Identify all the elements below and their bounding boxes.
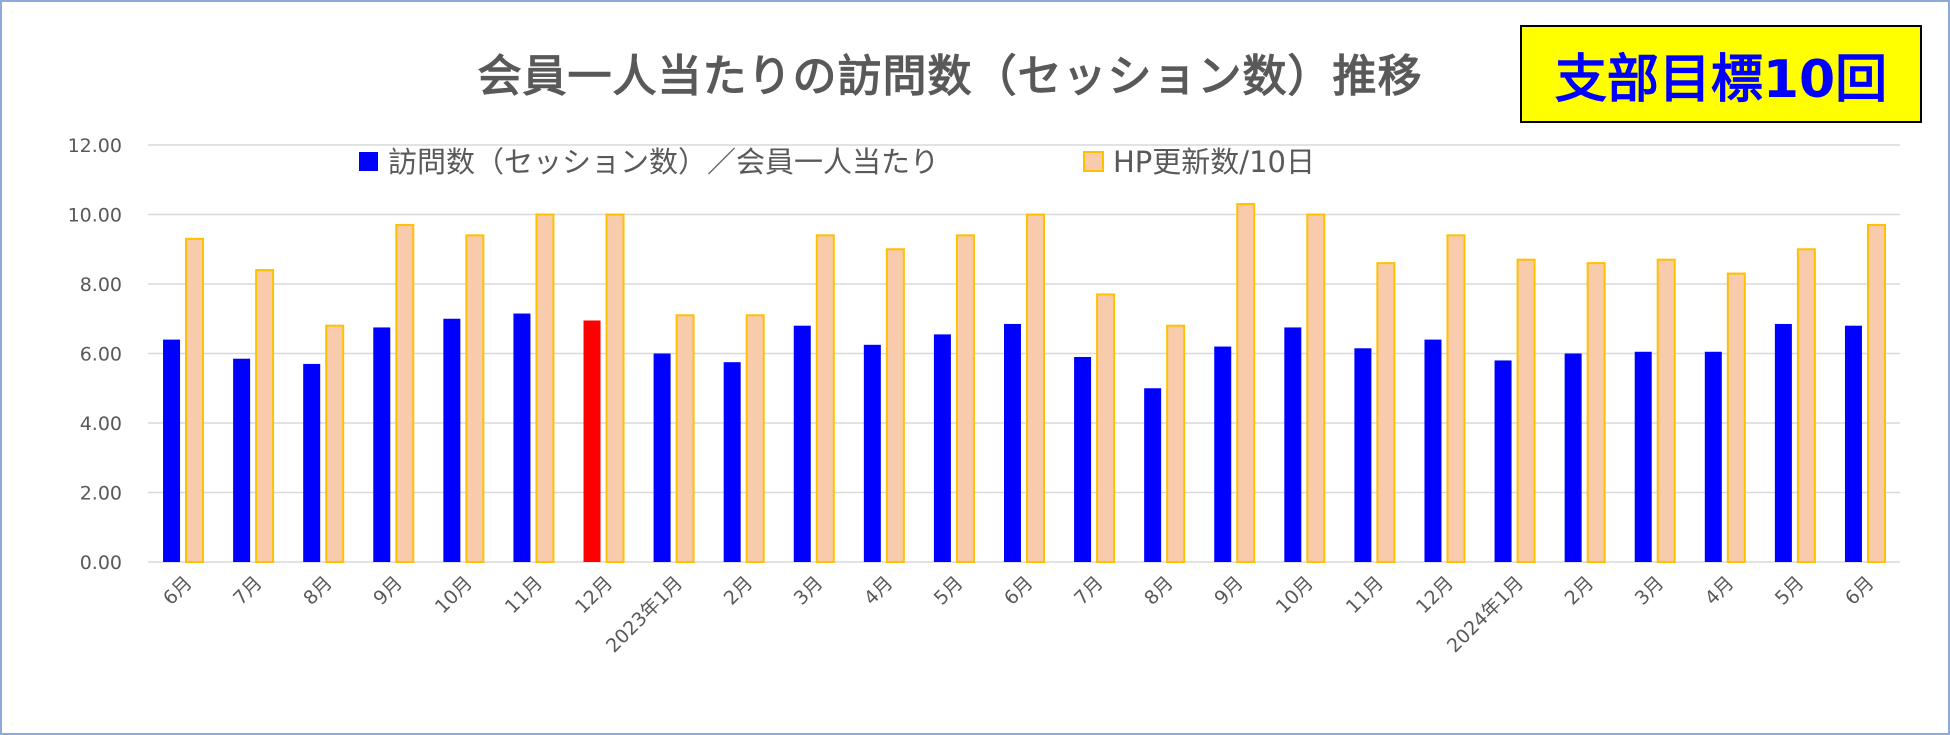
bar-hp-updates xyxy=(185,237,205,563)
bar-visits xyxy=(163,339,181,562)
x-tick-label: 4月 xyxy=(1701,572,1739,610)
x-tick-label: 6月 xyxy=(159,572,197,610)
x-tick-label: 7月 xyxy=(229,572,267,610)
x-tick-label: 6月 xyxy=(1841,572,1879,610)
bar-hp-updates xyxy=(885,248,905,563)
y-tick-label: 2.00 xyxy=(80,483,122,505)
bar-visits xyxy=(233,358,251,562)
x-tick-label: 5月 xyxy=(930,572,968,610)
chart-title: 会員一人当たりの訪問数（セッション数）推移 xyxy=(477,51,1423,102)
bar-visits xyxy=(1004,323,1021,562)
bar-visits xyxy=(1564,353,1582,562)
bar-visits xyxy=(1074,356,1092,562)
bar-hp-updates xyxy=(325,324,345,564)
legend-label-visits: 訪問数（セッション数）／会員一人当たり xyxy=(388,145,939,179)
bar-visits xyxy=(863,344,881,562)
x-tick-label: 6月 xyxy=(1000,572,1038,610)
bar-hp-updates xyxy=(395,223,415,564)
legend-label-hp: HP更新数/10日 xyxy=(1113,145,1315,179)
bar-hp-updates xyxy=(255,269,275,563)
x-tick-label: 3月 xyxy=(790,572,828,610)
y-tick-label: 0.00 xyxy=(80,552,122,574)
x-tick-label: 12月 xyxy=(571,572,617,618)
bar-visits xyxy=(1144,388,1162,562)
bar-visits xyxy=(373,327,391,562)
bar-visits xyxy=(513,313,531,562)
bar-visits xyxy=(1634,351,1652,562)
x-tick-label: 3月 xyxy=(1631,572,1669,610)
bar-visits xyxy=(1284,327,1302,562)
y-tick-label: 10.00 xyxy=(68,205,122,227)
bar-visits xyxy=(723,362,741,562)
bar-hp-updates xyxy=(675,314,695,563)
x-tick-label: 2月 xyxy=(720,572,758,610)
bar-visits xyxy=(443,318,461,562)
legend-swatch-visits xyxy=(359,152,378,171)
bar-visits xyxy=(1774,323,1792,562)
x-tick-label: 2024年1月 xyxy=(1443,572,1528,657)
bar-hp-updates xyxy=(815,234,835,563)
bar-visits xyxy=(793,325,811,562)
y-tick-label: 4.00 xyxy=(80,413,122,435)
x-tick-label: 7月 xyxy=(1070,572,1108,610)
x-tick-label: 10月 xyxy=(431,572,477,618)
bar-hp-updates xyxy=(1306,213,1326,563)
bar-hp-updates xyxy=(1236,203,1256,563)
bar-visits xyxy=(933,334,951,562)
bar-hp-updates xyxy=(1656,258,1676,563)
x-tick-label: 11月 xyxy=(501,572,547,618)
bar-hp-updates xyxy=(1376,262,1396,563)
x-tick-label: 8月 xyxy=(299,572,337,610)
legend-swatch-hp xyxy=(1083,151,1104,172)
bar-hp-updates xyxy=(465,234,485,563)
bar-hp-updates xyxy=(605,213,625,563)
x-tick-label: 9月 xyxy=(1210,572,1248,610)
x-tick-label: 12月 xyxy=(1412,572,1458,618)
x-tick-label: 8月 xyxy=(1140,572,1178,610)
x-tick-label: 4月 xyxy=(860,572,898,610)
x-tick-label: 2月 xyxy=(1561,572,1599,610)
bar-hp-updates xyxy=(1096,293,1116,563)
bar-hp-updates xyxy=(1516,258,1536,563)
bar-visits xyxy=(653,353,671,562)
bar-hp-updates xyxy=(1446,234,1466,563)
y-tick-label: 8.00 xyxy=(80,274,122,296)
bar-hp-updates xyxy=(1026,213,1045,563)
bar-visits xyxy=(1494,360,1512,562)
bar-visits xyxy=(1354,348,1372,562)
bar-visits xyxy=(1424,339,1442,562)
bar-hp-updates xyxy=(1586,262,1606,563)
x-tick-label: 11月 xyxy=(1342,572,1388,618)
bar-visits xyxy=(303,363,321,562)
bar-visits xyxy=(1704,351,1722,562)
bar-visits xyxy=(1844,325,1862,562)
x-tick-label: 10月 xyxy=(1272,572,1318,618)
bar-hp-updates xyxy=(535,213,555,563)
x-tick-label: 5月 xyxy=(1771,572,1809,610)
bar-visits xyxy=(1214,346,1232,562)
x-tick-label: 2023年1月 xyxy=(602,572,687,657)
bar-hp-updates xyxy=(745,314,765,563)
y-tick-label: 12.00 xyxy=(68,135,122,157)
bar-hp-updates xyxy=(1866,223,1886,564)
x-tick-label: 9月 xyxy=(369,572,407,610)
bar-hp-updates xyxy=(955,234,975,563)
bar-hp-updates xyxy=(1166,324,1186,564)
bar-hp-updates xyxy=(1796,248,1816,563)
bar-hp-updates xyxy=(1726,272,1746,563)
bar-visits xyxy=(583,320,601,562)
y-tick-label: 6.00 xyxy=(80,344,122,366)
target-badge: 支部目標10回 xyxy=(1520,25,1922,123)
